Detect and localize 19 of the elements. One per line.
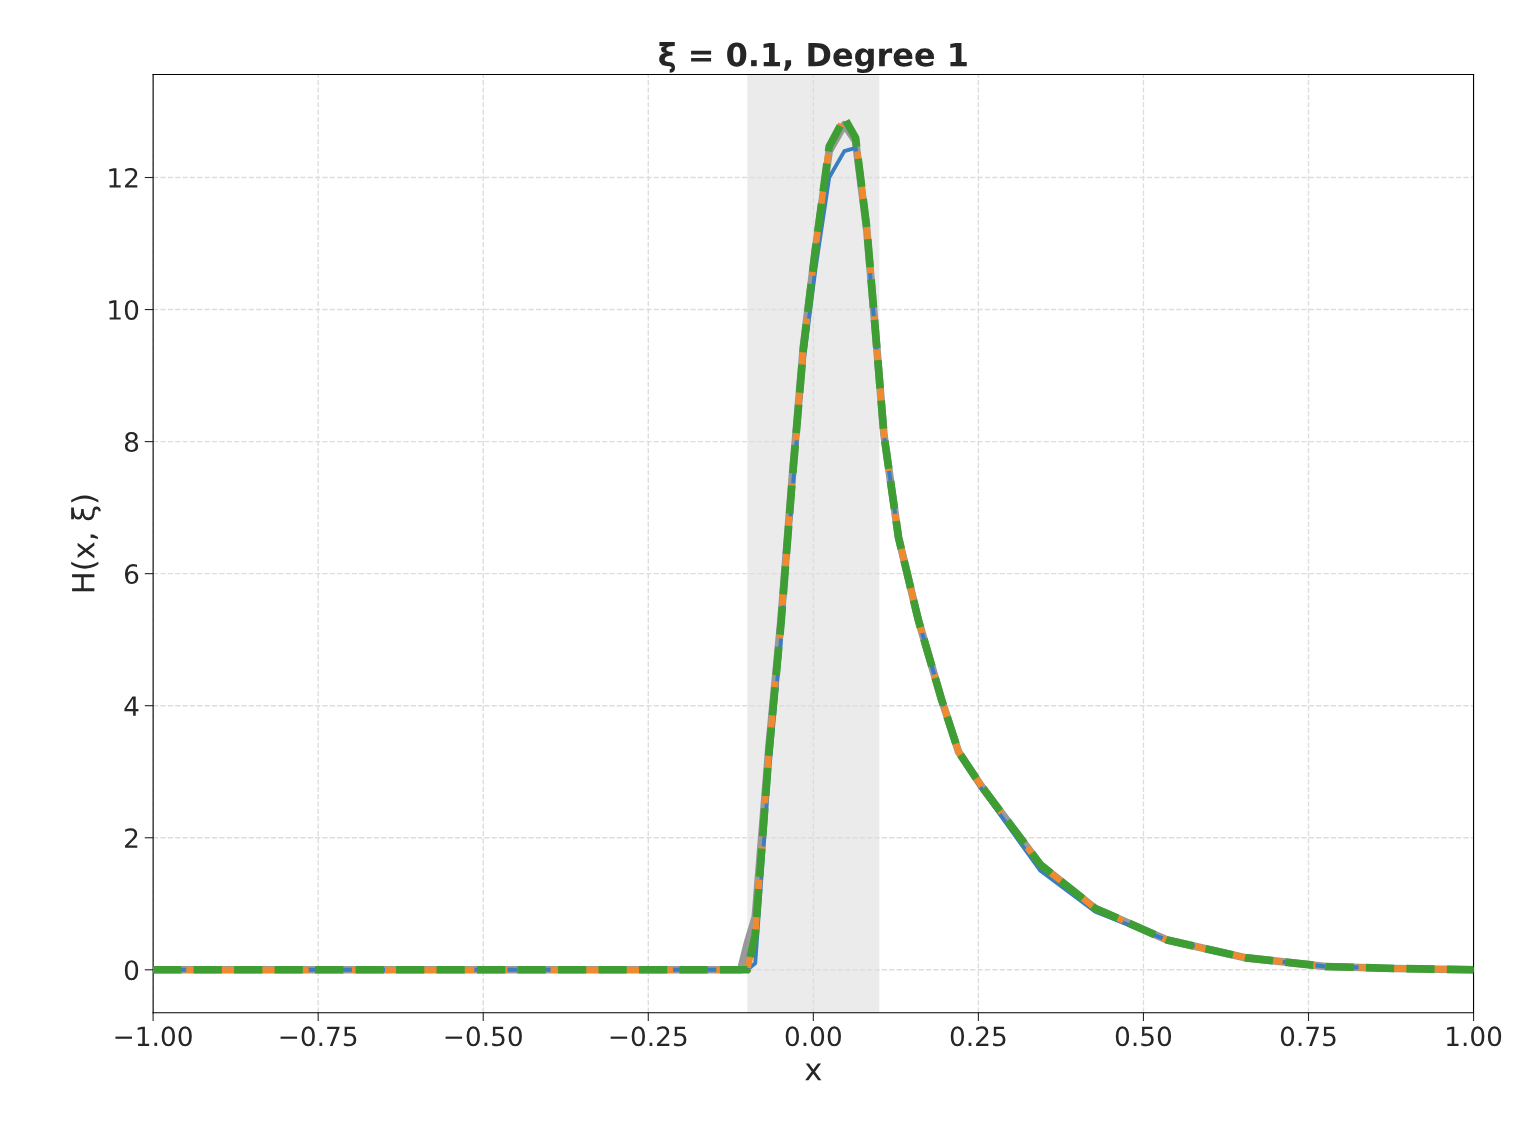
x-tick-label: 1.00 (1447, 1026, 1502, 1047)
x-tick-label: −1.00 (115, 1026, 192, 1047)
x-tick-label: −0.50 (445, 1026, 522, 1047)
y-tick-label: 0 (124, 960, 139, 981)
x-tick-label: 0.25 (950, 1026, 1006, 1047)
y-tick-label: 10 (109, 300, 139, 320)
chart-title: ξ = 0.1, Degree 1 (659, 41, 967, 74)
y-tick-label: 2 (125, 828, 138, 848)
y-tick-label: 6 (124, 564, 139, 585)
x-tick-label: −0.75 (280, 1026, 357, 1047)
x-tick-label: 0.50 (1115, 1026, 1172, 1047)
x-tick-label: 0.75 (1280, 1026, 1336, 1047)
x-tick-label: −0.25 (610, 1026, 687, 1047)
y-tick-label: 12 (109, 167, 138, 188)
y-tick-label: 4 (124, 696, 139, 716)
y-tick-label: 8 (124, 432, 139, 453)
x-tick-label: 0.00 (785, 1026, 841, 1047)
y-axis-title: H(x, ξ) (71, 495, 101, 592)
x-axis-title: x (805, 1063, 822, 1081)
